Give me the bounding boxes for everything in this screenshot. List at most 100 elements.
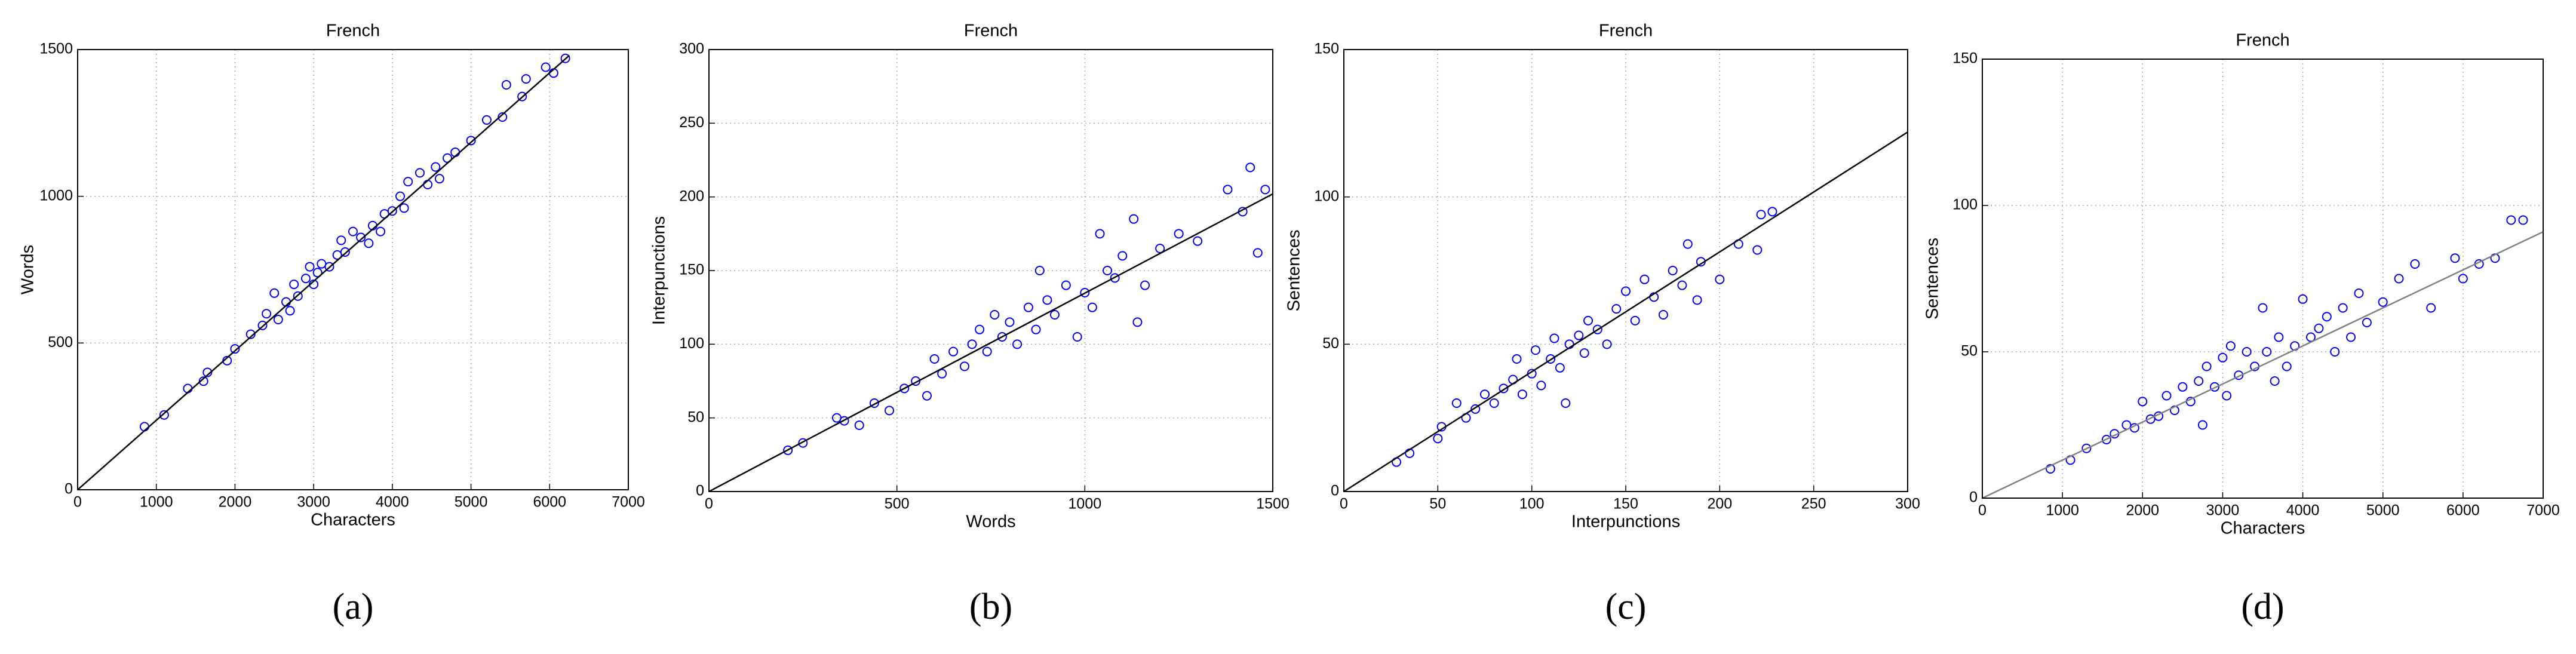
plot-area <box>709 50 1273 492</box>
scatter-point <box>2046 464 2056 474</box>
scatter-point <box>2225 341 2236 351</box>
chart-title: French <box>326 22 380 41</box>
x-tick-label: 150 <box>1613 496 1638 512</box>
scatter-point <box>1756 210 1766 220</box>
scatter-point <box>1117 251 1128 261</box>
axes-frame <box>77 49 629 490</box>
scatter-point <box>395 191 406 201</box>
scatter-point <box>839 416 849 426</box>
data-layer <box>1982 215 2543 498</box>
scatter-point <box>1579 348 1589 358</box>
scatter-point <box>273 315 283 325</box>
x-tick-label: 7000 <box>612 494 645 511</box>
x-tick-label: 0 <box>1978 502 1987 519</box>
scatter-point <box>541 62 551 72</box>
plot-area <box>78 50 628 490</box>
scatter-point <box>1223 185 1233 195</box>
axes-frame <box>1982 59 2544 499</box>
scatter-point <box>1049 310 1060 320</box>
scatter-point <box>1499 383 1509 394</box>
scatter-point <box>2506 215 2516 225</box>
scatter-point <box>269 288 280 298</box>
y-tick-label: 150 <box>679 262 704 278</box>
scatter-point <box>1012 339 1023 349</box>
scatter-point <box>300 274 311 284</box>
scatter-point <box>348 226 358 237</box>
scatter-point <box>1470 404 1481 414</box>
scatter-point <box>2362 318 2372 327</box>
scatter-point <box>293 291 303 301</box>
scatter-point <box>198 376 208 386</box>
scatter-point <box>2314 323 2324 333</box>
scatter-point <box>1658 310 1668 320</box>
y-tick-label: 200 <box>679 188 704 204</box>
scatter-point <box>262 309 272 319</box>
scatter-point <box>501 79 511 90</box>
chart-title: French <box>1599 22 1653 41</box>
scatter-point <box>2410 259 2420 269</box>
scatter-point <box>1715 274 1725 284</box>
scatter-point <box>2274 332 2284 342</box>
y-tick-label: 50 <box>687 409 704 425</box>
y-tick-label: 50 <box>1961 343 1978 360</box>
scatter-point <box>1451 398 1462 408</box>
scatter-point <box>1132 317 1143 327</box>
scatter-point <box>1517 389 1527 400</box>
scatter-point <box>2218 352 2228 363</box>
x-tick-label: 50 <box>1429 496 1446 512</box>
scatter-point <box>498 112 508 122</box>
scatter-point <box>1668 266 1678 275</box>
scatter-point <box>356 232 366 242</box>
scatter-point <box>2242 347 2252 357</box>
scatter-point <box>1252 248 1263 258</box>
panel-label: (a) <box>333 587 374 627</box>
scatter-point <box>1621 286 1631 296</box>
data-layer <box>709 162 1273 492</box>
y-tick-label: 0 <box>1331 483 1339 499</box>
scatter-point <box>336 235 346 245</box>
scatter-point <box>899 383 910 394</box>
scatter-point <box>466 136 476 146</box>
x-tick-label: 0 <box>1340 496 1348 512</box>
x-tick-label: 1000 <box>1069 496 1102 512</box>
scatter-point <box>2458 274 2468 284</box>
scatter-point <box>1677 280 1687 290</box>
x-tick-label: 1000 <box>2046 502 2079 519</box>
scatter-point <box>1602 339 1612 349</box>
scatter-point <box>1245 162 1255 173</box>
y-tick-label: 100 <box>1952 196 1978 213</box>
scatter-point <box>2346 332 2356 342</box>
y-tick-label: 0 <box>1969 489 1978 506</box>
fit-line <box>709 193 1273 492</box>
scatter-point <box>1480 389 1490 400</box>
y-tick-label: 300 <box>679 41 704 57</box>
y-tick-label: 500 <box>48 334 73 351</box>
y-axis-label: Words <box>19 245 38 294</box>
scatter-point <box>305 262 315 272</box>
scatter-point <box>2338 303 2348 313</box>
y-axis-label: Interpunctions <box>650 216 669 325</box>
y-tick-label: 100 <box>679 335 704 352</box>
scatter-point <box>854 420 864 430</box>
scatter-point <box>230 344 240 354</box>
scatter-point <box>2426 303 2436 313</box>
x-axis-label: Characters <box>311 511 395 530</box>
scatter-point <box>1592 324 1602 334</box>
scatter-point <box>1512 354 1522 364</box>
scatter-point <box>1034 266 1045 275</box>
scatter-point <box>387 206 397 216</box>
scatter-point <box>560 53 570 63</box>
scatter-point <box>1031 324 1041 334</box>
scatter-point <box>2145 414 2156 424</box>
y-tick-label: 100 <box>1314 188 1339 204</box>
y-tick-label: 150 <box>1314 41 1339 57</box>
x-axis-label: Interpunctions <box>1571 512 1680 532</box>
x-tick-label: 5000 <box>455 494 488 511</box>
scatter-point <box>2394 274 2404 284</box>
scatter-point <box>257 320 268 330</box>
scatter-point <box>869 398 879 408</box>
scatter-point <box>959 361 969 371</box>
scatter-point <box>2322 312 2332 322</box>
scatter-point <box>1103 266 1113 275</box>
data-layer <box>78 53 570 490</box>
